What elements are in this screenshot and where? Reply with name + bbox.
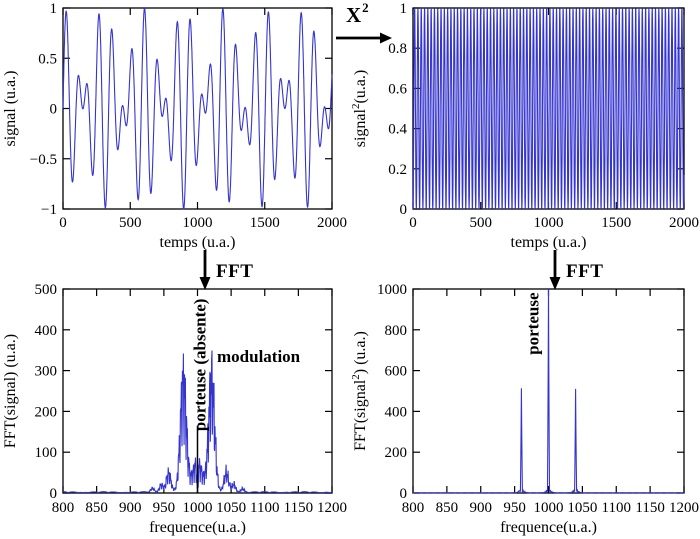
x-tick-label: 1000 [183,215,213,231]
x-tick-label: 1200 [669,500,699,516]
y-tick-label: 0 [50,102,58,118]
x-tick-label: 900 [119,500,142,516]
y-tick-label: −0.5 [30,152,57,168]
y-tick-label: 800 [385,323,408,339]
x-tick-label: 800 [52,500,75,516]
x-tick-label: 0 [409,215,417,231]
x-tick-label: 1000 [534,500,564,516]
series-line [412,7,685,211]
x-axis-label: frequence(u.a.) [500,519,597,536]
down-arrow-icon-left [199,250,211,290]
y-tick-label: 0 [400,202,408,218]
x-squared-annotation: X2 [346,0,369,27]
y-tick-label: 1 [50,1,58,17]
x-tick-label: 500 [119,215,142,231]
y-tick-label: 200 [385,445,408,461]
y-tick-label: 0.5 [38,51,57,67]
y-tick-label: 100 [35,445,58,461]
y-axis-label: FFT(signal) (u.a.) [2,334,19,448]
plot-fft-signal: 800 850 900 950 1000 1050 1100 1150 1200 0 100 200 3… [2,282,347,536]
x-tick-label: 850 [436,500,459,516]
x-tick-label: 1100 [250,500,279,516]
annotation-modulation: modulation [217,347,301,366]
fft-label-left: FFT [216,261,254,282]
x-tick-label: 2000 [317,215,347,231]
x-tick-label: 1000 [183,500,213,516]
y-tick-label: 0 [400,486,408,502]
y-tick-label: 1000 [377,282,407,298]
y-axis-label: signal2(u.a.) [350,70,369,147]
plot-fft-signal-squared: 800 850 900 950 1000 1050 1100 1150 120002004006… [350,282,699,536]
x-axis-label: temps (u.a.) [160,234,236,251]
series-line [413,288,684,494]
plot-signal-squared-time: 0 500 1000 1500 2000 0 0.2 0.4 0.6 0.8 1 temps (u.a… [350,1,699,251]
y-tick-label: 200 [35,404,58,420]
down-arrow-icon-right [549,250,561,290]
y-tick-label: 300 [35,364,58,380]
x-tick-label: 2000 [669,215,699,231]
y-tick-label: 400 [385,404,408,420]
y-axis-label: FFT(signal2) (u.a.) [350,331,369,451]
right-arrow-icon [336,32,392,44]
x-axis-label: temps (u.a.) [511,234,587,251]
y-tick-label: 600 [385,364,408,380]
x-tick-label: 1150 [635,500,664,516]
annotation-porteuse: porteuse [523,292,542,355]
x-tick-label: 1200 [317,500,347,516]
y-tick-label: 0.6 [388,81,407,97]
y-tick-label: 500 [35,282,58,298]
fft-label-right: FFT [566,261,604,282]
x-tick-label: 1100 [602,500,631,516]
x-tick-label: 1050 [567,500,597,516]
x-tick-label: 950 [503,500,526,516]
x-tick-label: 1500 [250,215,280,231]
y-tick-label: 0 [50,486,58,502]
x-tick-label: 1500 [601,215,631,231]
x-tick-label: 1000 [534,215,564,231]
x-squared-label: X [346,3,362,27]
y-axis-label: signal (u.a.) [2,71,19,147]
x-squared-exponent: 2 [362,0,369,15]
y-tick-label: 1 [400,1,408,17]
x-tick-label: 850 [85,500,108,516]
x-tick-label: 0 [59,215,67,231]
y-tick-label: 0.8 [388,41,407,57]
x-tick-label: 1050 [216,500,246,516]
y-tick-label: 400 [35,323,58,339]
x-tick-label: 950 [153,500,176,516]
x-tick-label: 1150 [284,500,313,516]
x-tick-label: 800 [402,500,425,516]
series-line [62,6,333,210]
plot-signal-time: 0 500 1000 1500 2000 −1 −0.5 0 0.5 1 temps (u.a.) s… [2,1,347,251]
x-tick-label: 500 [470,215,493,231]
y-tick-label: 0.2 [388,162,407,178]
x-axis-label: frequence(u.a.) [149,519,246,536]
x-tick-label: 900 [470,500,493,516]
y-tick-label: 0.4 [388,122,407,138]
y-tick-label: −1 [41,202,57,218]
annotation-porteuse-absente-: porteuse (absente) [191,299,210,432]
